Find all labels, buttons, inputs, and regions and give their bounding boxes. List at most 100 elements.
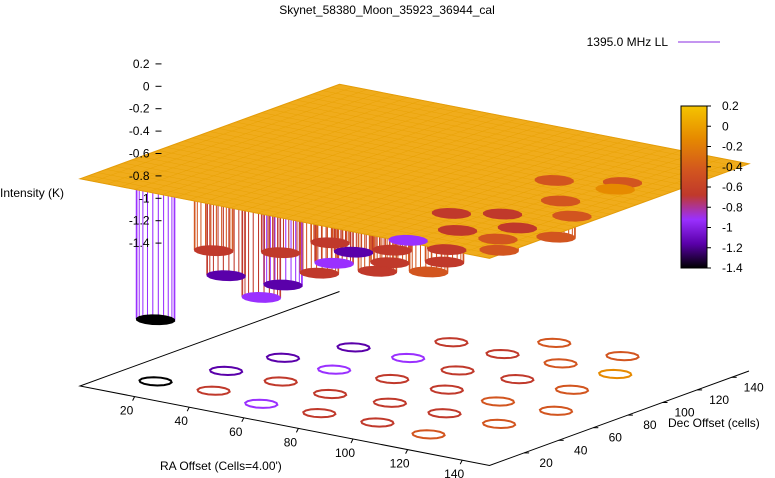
x-tick-label: 20 [120, 404, 134, 418]
contour-ring [390, 352, 426, 364]
z-tick-label: -0.6 [129, 147, 150, 161]
y-tick-label: 120 [709, 393, 729, 407]
y-tick-label: 40 [574, 443, 588, 457]
x-tick-label: 40 [175, 414, 189, 428]
contour-ring [374, 373, 410, 385]
z-tick-label: -0.4 [129, 124, 150, 138]
y-tick-label: 80 [643, 418, 657, 432]
depression-floor [536, 231, 576, 243]
surface-mesh-line [296, 99, 706, 180]
x-tick [459, 459, 463, 465]
surface-mesh-line [322, 90, 732, 171]
contour-ring [538, 405, 574, 416]
depression-floor [552, 210, 592, 222]
z-tick-label: -1.4 [129, 236, 150, 250]
surface-mesh-line [313, 93, 724, 174]
contour-ring [336, 342, 371, 353]
chart-title: Skynet_58380_Moon_35923_36944_cal [279, 3, 495, 17]
x-axis: 20 40 60 80 100 120 140 [120, 396, 465, 478]
depression-floor [497, 222, 537, 234]
contour-ring [196, 385, 231, 396]
depression-floor [357, 265, 398, 277]
colorbar-tick-label: -1.4 [722, 261, 743, 275]
contour-ring [265, 352, 301, 363]
surface-top [78, 83, 751, 259]
contour-ring [316, 364, 352, 375]
y-tick-label: 140 [744, 380, 764, 394]
contour-ring [302, 408, 337, 419]
x-tick [241, 417, 245, 423]
depression-floor [424, 256, 465, 268]
z-tick-label: -0.2 [129, 102, 150, 116]
depression-floor [372, 244, 412, 256]
x-tick [186, 406, 190, 412]
x-tick [295, 428, 299, 433]
x-tick-label: 140 [444, 467, 464, 478]
surface-holes [135, 175, 643, 326]
colorbar: 0.2 0 -0.2 -0.4 -0.6 -0.8 -1 -1.2 -1.4 [680, 99, 743, 275]
base-plane-edge [78, 291, 750, 467]
colorbar-tick-label: -1 [722, 221, 733, 235]
depression-floor [206, 270, 246, 282]
z-tick-label: -1.2 [129, 214, 150, 228]
contour-ring [554, 384, 590, 395]
contour-ring [485, 348, 520, 360]
x-tick [405, 449, 409, 454]
y-tick-label: 60 [609, 431, 623, 445]
y-tick-label: 100 [674, 406, 694, 420]
depression-floor [314, 257, 354, 269]
depression-floor [135, 314, 176, 326]
depression-floor [478, 233, 518, 245]
x-tick-label: 80 [284, 435, 298, 449]
depression-floor [431, 207, 472, 219]
z-axis: 0.2 0 -0.2 -0.4 -0.6 -0.8 -1 -1.2 -1.4 [129, 57, 162, 250]
depression-floor [333, 246, 374, 258]
z-axis-label: Intensity (K) [0, 186, 64, 200]
legend-label: 1395.0 MHz LL [587, 35, 669, 49]
colorbar-gradient [680, 105, 708, 269]
x-tick-label: 60 [229, 425, 243, 439]
depression-floor [534, 175, 574, 186]
x-axis-label: RA Offset (Cells=4.00') [160, 459, 282, 473]
depression-floor [310, 237, 350, 249]
contour-ring [605, 350, 640, 362]
y-tick-label: 20 [539, 456, 553, 470]
depression-floor [595, 183, 635, 195]
depression-floor [479, 244, 519, 256]
colorbar-tick-label: 0 [722, 119, 729, 133]
contour-ring [263, 376, 298, 387]
contour-ring [429, 384, 465, 395]
depression-floor [299, 267, 339, 279]
z-tick-label: 0 [143, 79, 150, 93]
contour-ring [427, 408, 462, 419]
y-axis-label: Dec Offset (cells) [668, 416, 760, 430]
surface-mesh-line [330, 87, 741, 168]
depression-floor [241, 291, 281, 303]
depression-floor [261, 247, 301, 259]
z-tick-label: 0.2 [133, 57, 150, 71]
contour-ring [440, 365, 475, 376]
contour-ring [372, 397, 408, 408]
y-axis: 20 40 60 80 100 120 140 [524, 376, 764, 470]
colorbar-ticks: 0.2 0 -0.2 -0.4 -0.6 -0.8 -1 -1.2 -1.4 [707, 99, 743, 275]
contour-ring [481, 418, 517, 430]
depression-floor [193, 245, 234, 257]
x-tick-label: 100 [335, 446, 355, 460]
x-tick [350, 438, 354, 444]
depression-floor [408, 266, 449, 278]
colorbar-tick-label: -0.8 [722, 200, 743, 214]
contour-ring [138, 376, 173, 387]
depression-floor [482, 208, 523, 220]
contour-ring [312, 388, 348, 400]
depression-floor [388, 234, 428, 246]
surface-mesh-line [304, 96, 715, 177]
legend: 1395.0 MHz LL [587, 35, 720, 49]
contour-ring [597, 368, 633, 380]
contour-layer [138, 337, 640, 440]
contour-ring [434, 337, 469, 348]
x-tick-label: 120 [390, 457, 410, 471]
depression-floor [540, 195, 581, 207]
depression-floor [427, 244, 467, 256]
base-plane [78, 291, 750, 467]
